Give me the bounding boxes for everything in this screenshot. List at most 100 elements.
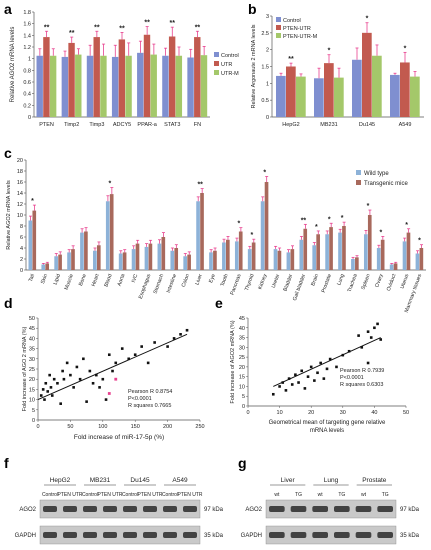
legend-swatch xyxy=(214,70,219,75)
blot-f-band xyxy=(143,506,157,512)
bar xyxy=(390,74,400,117)
bar xyxy=(187,57,194,117)
significance-mark: * xyxy=(109,181,112,188)
blot-f-group-label: HepG2 xyxy=(50,477,71,484)
bar xyxy=(314,78,324,117)
x-tick-label: 100 xyxy=(98,424,107,430)
y-tick-label: 8 xyxy=(20,224,23,230)
significance-mark: * xyxy=(238,221,241,228)
data-point xyxy=(300,369,304,373)
significance-mark: * xyxy=(379,229,382,236)
bar xyxy=(93,250,97,270)
bar xyxy=(41,264,46,270)
chart-a: 0 0.2 0.4 0.6 0.8 1 1.2 1.4 1.6 1.8 Relative AGO2 … xyxy=(10,10,239,128)
x-tick-label: FN xyxy=(194,122,201,128)
legend-swatch xyxy=(356,180,361,185)
bar xyxy=(355,257,359,270)
data-point xyxy=(271,392,275,396)
bar xyxy=(352,59,362,117)
data-point xyxy=(335,365,338,369)
y-tick-label: 1.8 xyxy=(23,10,31,16)
blot-g-band xyxy=(312,532,328,538)
bar xyxy=(389,264,394,270)
bar xyxy=(118,39,126,117)
x-tick-label: 10 xyxy=(277,410,283,416)
data-point xyxy=(376,322,379,326)
bar xyxy=(410,76,420,117)
blot-f-lane-label: PTEN UTR xyxy=(138,492,163,498)
significance-mark: * xyxy=(418,238,421,245)
bar xyxy=(80,232,84,270)
bar xyxy=(264,182,269,270)
data-point xyxy=(91,381,95,385)
x-tick-label: Stomach xyxy=(153,273,166,294)
data-point xyxy=(49,386,53,389)
significance-mark: * xyxy=(404,45,407,52)
bar xyxy=(260,201,265,270)
panel-label-e: e xyxy=(215,295,223,311)
bar xyxy=(273,249,278,270)
significance-mark: ** xyxy=(195,24,201,31)
bar xyxy=(75,54,82,117)
data-point xyxy=(313,379,316,382)
blot-f-row-label: AGO2 xyxy=(19,507,36,513)
data-point xyxy=(48,373,51,377)
bar xyxy=(157,243,162,270)
blot-g: Liver Lung Prostate wt TG wt TG wt TG AGO2 97 kDa G… xyxy=(241,477,420,545)
blot-f-band xyxy=(123,506,137,512)
data-point xyxy=(88,369,92,373)
blot-g-membrane xyxy=(265,499,397,519)
x-tick-label: Brain xyxy=(310,273,320,287)
significance-mark: ** xyxy=(69,30,75,37)
x-tick-label: STAT3 xyxy=(164,122,180,128)
bar xyxy=(68,42,75,117)
bar xyxy=(376,248,381,270)
legend-swatch xyxy=(276,17,281,22)
blot-g-membrane xyxy=(265,525,397,545)
blot-g-lane-label: TG xyxy=(295,492,302,498)
y-tick-label: 0.6 xyxy=(23,80,31,86)
data-point xyxy=(104,398,108,401)
data-point xyxy=(41,388,45,391)
bar xyxy=(183,256,187,270)
y-tick-label: 4 xyxy=(20,246,23,252)
chart-e: 0 5 10 15 20 25 30 35 40 45 0 10 20 30 40 50 Geometrical… xyxy=(230,316,409,434)
y-tick-label: 5 xyxy=(242,394,245,400)
data-point xyxy=(379,338,383,341)
data-point xyxy=(284,389,288,392)
x-tick-label: Prostate xyxy=(321,273,333,293)
data-point-highlight xyxy=(114,377,118,381)
x-tick-label: Bladder xyxy=(283,273,295,292)
y-tick-label: 25 xyxy=(29,367,35,373)
x-tick-label: PTEN xyxy=(39,122,54,128)
bar xyxy=(86,55,94,117)
data-point-highlight xyxy=(107,392,111,395)
data-point xyxy=(140,345,143,348)
bar xyxy=(144,246,149,270)
significance-mark: ** xyxy=(144,20,150,27)
panel-label-f: f xyxy=(4,455,9,471)
data-point xyxy=(172,337,176,340)
x-tick-label: A549 xyxy=(399,122,412,128)
significance-mark: ** xyxy=(288,56,294,63)
bar xyxy=(213,250,217,270)
y-tick-label: 5 xyxy=(32,408,35,414)
significance-mark: * xyxy=(328,216,331,223)
data-point xyxy=(114,361,118,365)
x-tick-label: Trachea xyxy=(347,273,359,293)
panel-label-c: c xyxy=(4,145,12,161)
x-tick-label: Bone xyxy=(78,273,88,287)
y-tick-label: 45 xyxy=(29,326,35,332)
legend-label: UTR-M xyxy=(221,71,239,77)
x-tick-label: 0 xyxy=(246,410,249,416)
chart-b: 0 0.5 1 1.5 2 2.5 3 Relative Argonaute 2 mRNA l… xyxy=(251,14,424,128)
x-tick-label: MB231 xyxy=(320,122,337,128)
bar xyxy=(135,243,140,270)
y-tick-label: 0 xyxy=(32,418,35,424)
data-point xyxy=(65,361,69,365)
bar xyxy=(329,227,333,270)
blot-g-band xyxy=(355,532,372,538)
chart-d: 0 5 10 15 20 25 30 35 40 45 50 0 50 100 150 200 250 Fold … xyxy=(22,316,205,441)
stat-label: Pearson R 0.7939 xyxy=(340,368,384,374)
bar xyxy=(367,215,372,270)
